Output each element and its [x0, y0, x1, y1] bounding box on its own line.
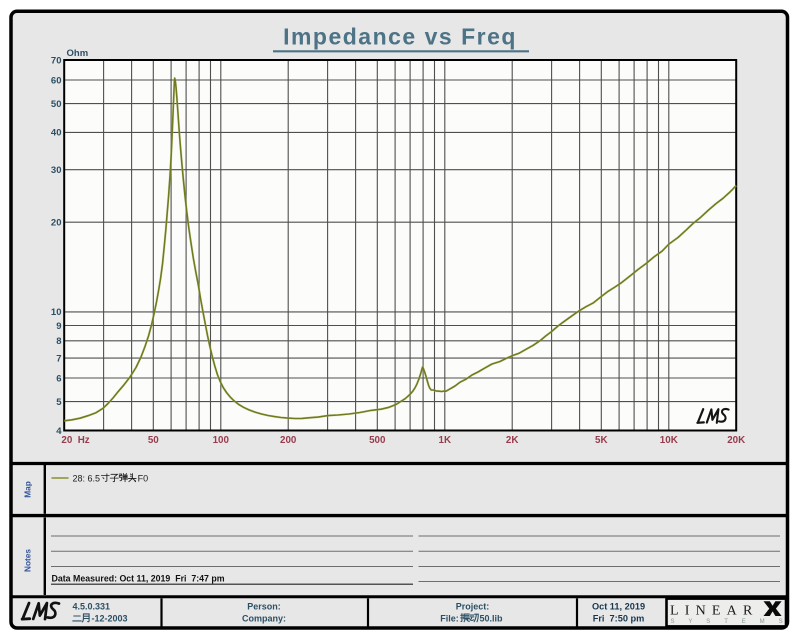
svg-text:28: 6.5: 28: 6.5 — [73, 473, 101, 483]
svg-text:20 Hz: 20 Hz — [61, 435, 89, 446]
svg-text:Person:: Person: — [247, 602, 281, 612]
svg-text:Ohm: Ohm — [67, 48, 89, 59]
svg-text:Notes: Notes — [23, 549, 33, 572]
svg-text:50: 50 — [148, 435, 159, 446]
svg-text:20K: 20K — [727, 435, 745, 446]
svg-text:50.lib: 50.lib — [480, 613, 504, 623]
svg-text:5K: 5K — [595, 435, 608, 446]
svg-text:Impedance vs Freq: Impedance vs Freq — [283, 24, 517, 50]
svg-text:6: 6 — [56, 373, 61, 384]
svg-text:Oct 11, 2019: Oct 11, 2019 — [592, 601, 645, 611]
svg-text:File:: File: — [440, 613, 459, 623]
svg-text:70: 70 — [51, 55, 62, 66]
svg-text:100: 100 — [213, 435, 230, 446]
svg-text:8: 8 — [56, 336, 61, 347]
svg-text:F0: F0 — [138, 473, 149, 483]
svg-text:7: 7 — [56, 353, 61, 364]
svg-text:20: 20 — [51, 218, 62, 229]
svg-text:2K: 2K — [506, 435, 519, 446]
svg-text:40: 40 — [51, 128, 62, 139]
svg-text:30: 30 — [51, 165, 62, 176]
svg-text:50: 50 — [51, 99, 62, 110]
svg-text:LINEAR: LINEAR — [670, 604, 759, 619]
svg-text:4.5.0.331: 4.5.0.331 — [73, 602, 111, 612]
svg-text:SYSTEMS: SYSTEMS — [671, 619, 797, 625]
svg-text:200: 200 — [280, 435, 297, 446]
svg-text:Fri 7:50 pm: Fri 7:50 pm — [593, 613, 645, 623]
svg-text:10K: 10K — [660, 435, 678, 446]
svg-text:Data Measured: Oct 11, 2019 F: Data Measured: Oct 11, 2019 Fri 7:47 pm — [52, 574, 225, 584]
svg-text:Project:: Project: — [456, 602, 490, 612]
svg-text:Company:: Company: — [242, 613, 286, 623]
svg-text:10: 10 — [51, 307, 62, 318]
svg-text:1K: 1K — [439, 435, 452, 446]
svg-text:Map: Map — [23, 481, 33, 498]
svg-text:-12-2003: -12-2003 — [92, 613, 128, 623]
svg-text:60: 60 — [51, 75, 62, 86]
svg-text:9: 9 — [56, 321, 61, 332]
svg-text:500: 500 — [369, 435, 386, 446]
svg-text:5: 5 — [56, 397, 62, 408]
svg-text:4: 4 — [56, 426, 62, 437]
